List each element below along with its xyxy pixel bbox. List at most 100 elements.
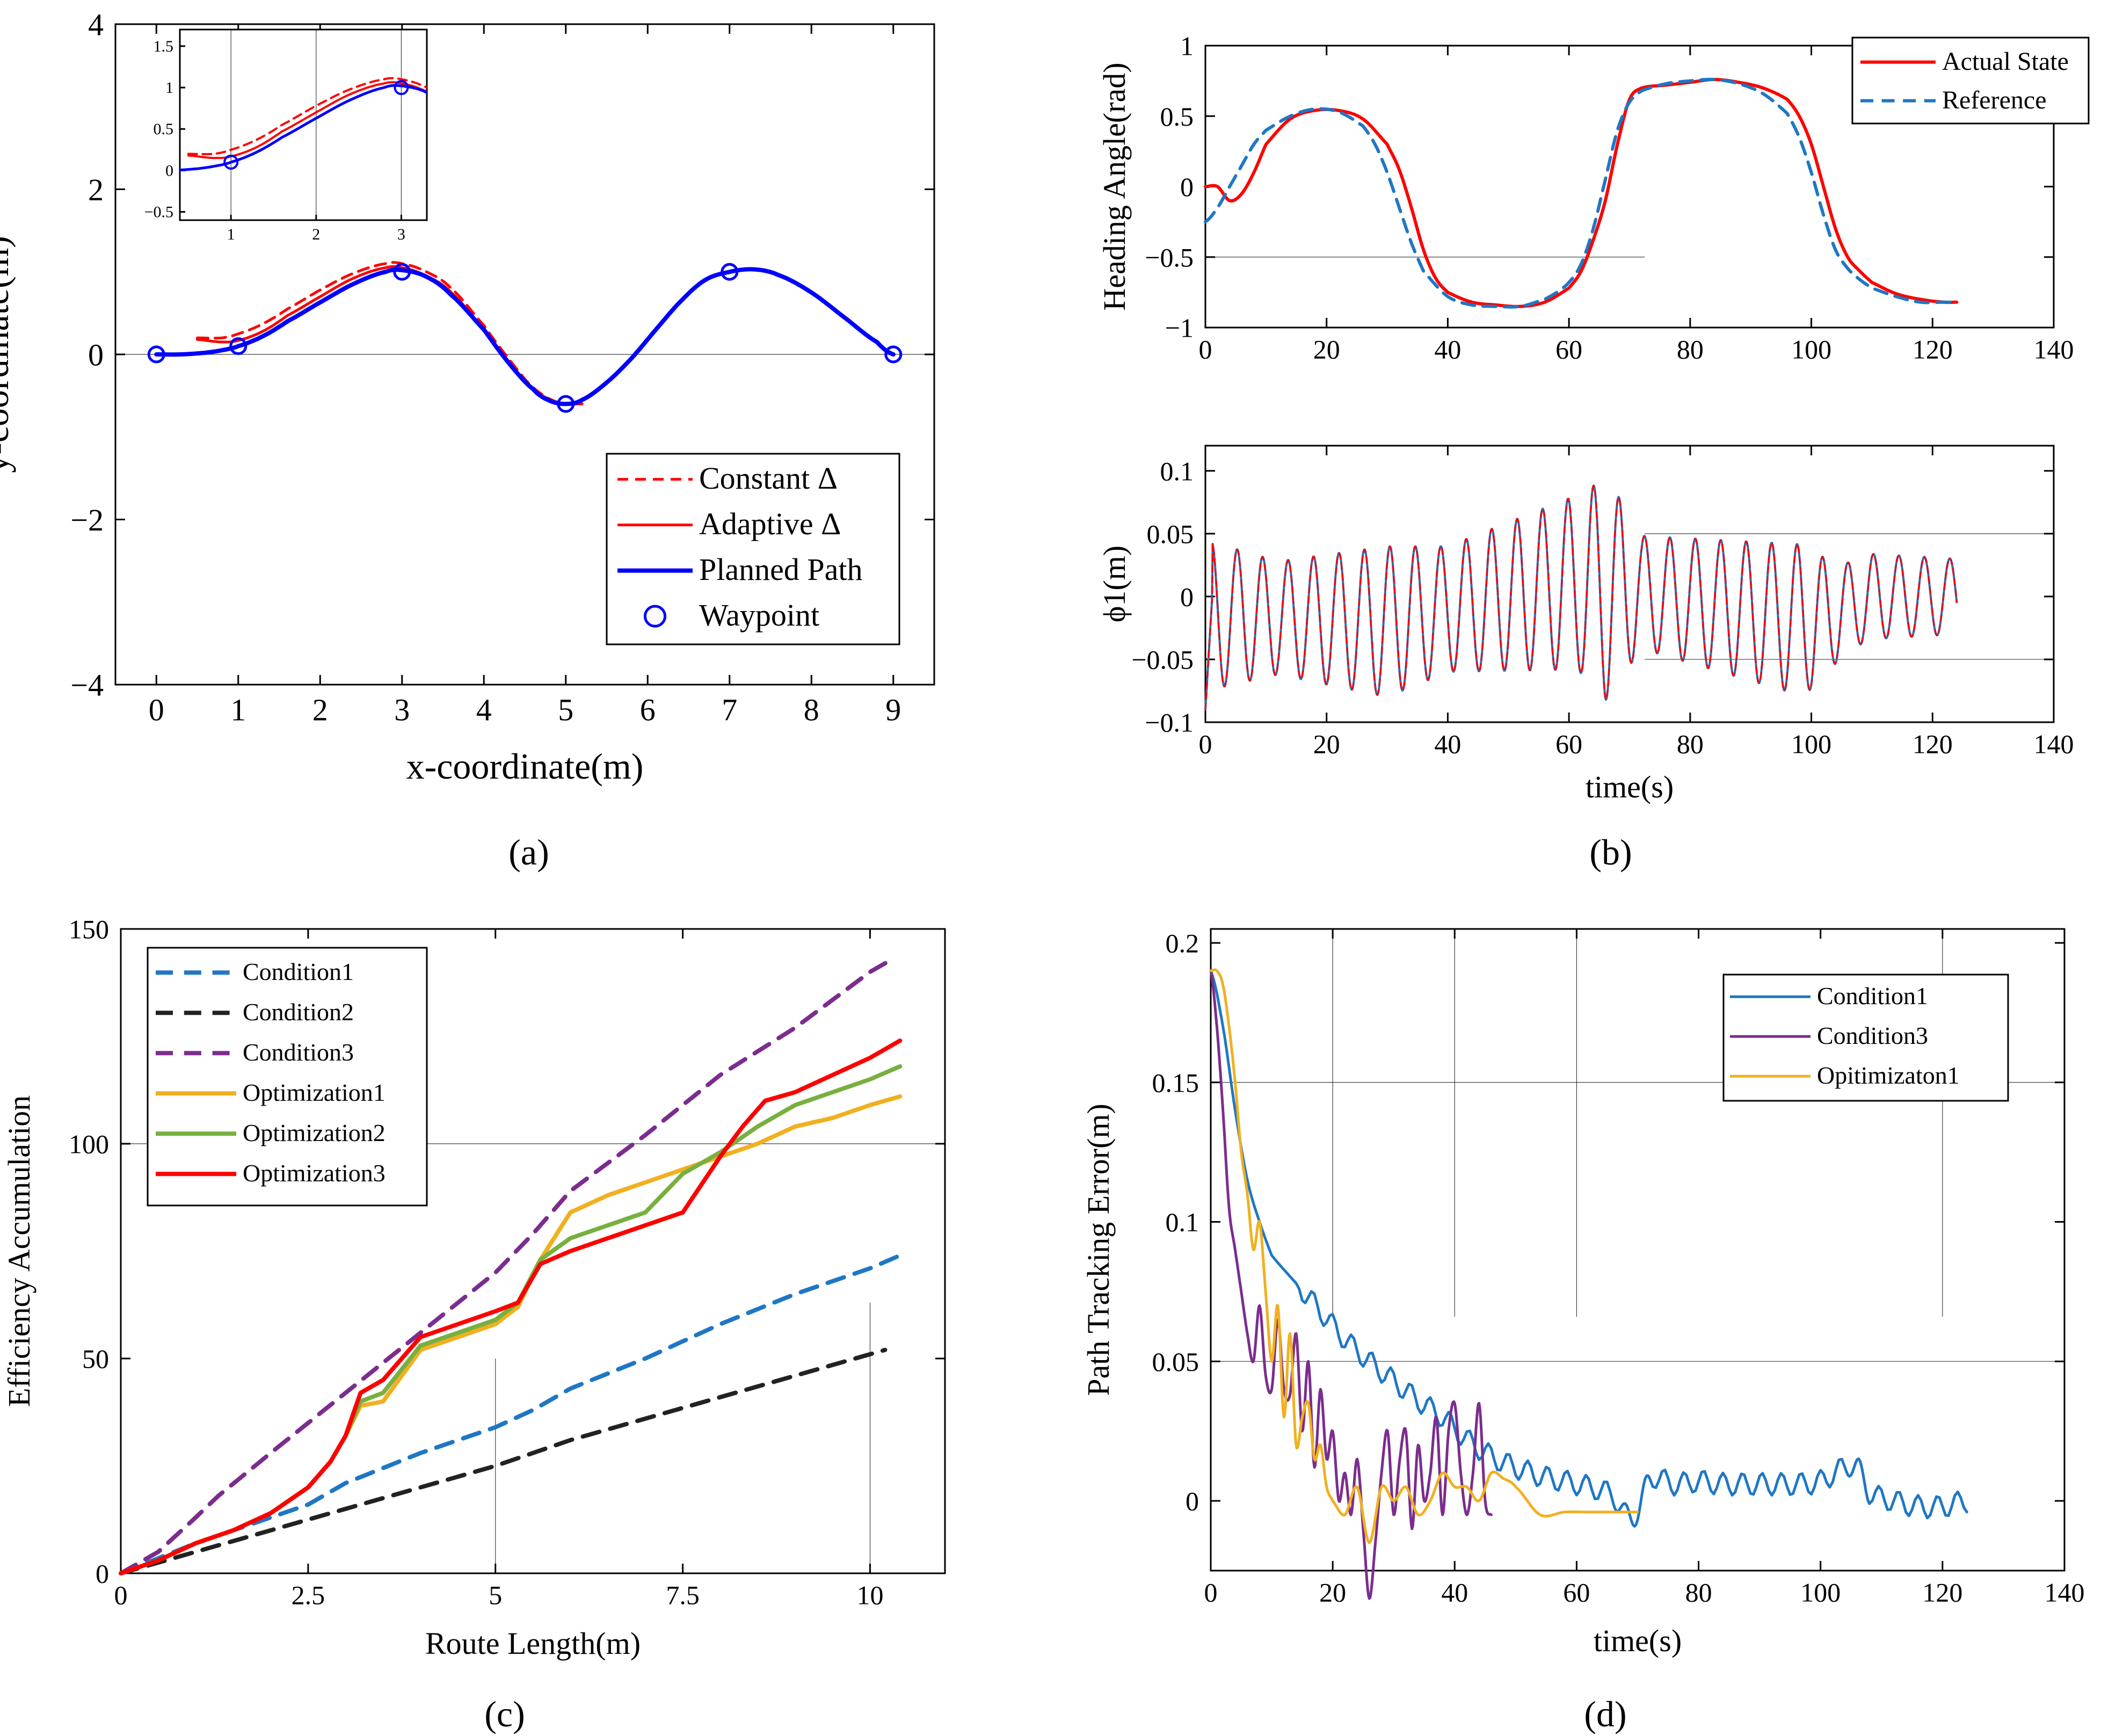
panel-b-bottom: 0 20 40 60 80 100 120 140 −0.1 −0.05 0 0.05 0.1 time(…	[1097, 445, 2074, 804]
x-tick-label: 7	[722, 693, 737, 728]
x-tick-label: 7.5	[666, 1580, 700, 1610]
x-tick-label: 8	[804, 693, 819, 728]
legend-label: Condition2	[243, 998, 354, 1026]
x-tick-label: 10	[856, 1580, 883, 1610]
y-tick-label: 0.05	[1147, 519, 1194, 549]
inset-waypoint-marker	[394, 80, 409, 96]
inset-series-line	[187, 81, 427, 159]
inset-x-tick-label: 1	[227, 226, 235, 243]
y-tick-label: −4	[70, 667, 104, 702]
y-tick-label: 0.5	[1160, 101, 1194, 132]
legend-label: Waypoint	[699, 598, 819, 633]
series-line	[119, 1348, 888, 1575]
legend-label: Condition3	[243, 1038, 354, 1066]
y-axis-label: y-coordinate(m)	[0, 236, 16, 473]
legend-label: Reference	[1942, 86, 2047, 114]
plot-frame	[1210, 928, 2066, 1572]
x-tick-label: 120	[1922, 1578, 1962, 1608]
y-tick-label: 0.05	[1152, 1347, 1199, 1377]
waypoint-marker	[229, 337, 248, 355]
y-tick-label: 150	[69, 914, 109, 945]
series-line	[1209, 968, 1639, 1544]
legend-label: Condition1	[243, 958, 354, 985]
series-line	[1204, 77, 1959, 309]
y-tick-label: 4	[88, 7, 104, 42]
series-line	[119, 1253, 903, 1575]
x-tick-label: 60	[1563, 1578, 1590, 1608]
legend-marker	[643, 605, 667, 628]
legend-label: Condition3	[1817, 1022, 1928, 1049]
x-axis-label: time(s)	[1594, 1623, 1682, 1658]
x-tick-label: 6	[640, 693, 656, 728]
legend-box	[606, 453, 900, 645]
panel-label-b: (b)	[1589, 832, 1632, 873]
y-tick-label: 0.15	[1152, 1067, 1199, 1098]
x-tick-label: 2.5	[292, 1580, 325, 1610]
legend-label: Optimization3	[243, 1159, 386, 1187]
x-tick-label: 40	[1434, 729, 1461, 759]
series-line	[154, 267, 896, 406]
y-tick-label: 100	[69, 1129, 109, 1159]
panel-label-d: (d)	[1584, 1694, 1626, 1734]
x-tick-label: 100	[1791, 335, 1831, 365]
panel-a: 0 1 2 3 4 5 6 7 8 9 −4 −2 0 2 4 x-coordinate(m) y-coordi…	[0, 7, 935, 787]
x-tick-label: 3	[394, 693, 410, 728]
waypoint-marker	[147, 345, 165, 364]
y-tick-label: −2	[70, 503, 104, 537]
inset-x-tick-label: 3	[397, 226, 405, 243]
x-tick-label: 5	[558, 693, 573, 728]
inset-waypoint-marker	[223, 154, 239, 170]
legend-label: Actual State	[1942, 47, 2069, 76]
series-line	[119, 1038, 903, 1575]
x-tick-label: 5	[489, 1580, 502, 1610]
legend-box	[1851, 37, 2090, 125]
x-tick-label: 2	[312, 693, 328, 728]
x-tick-label: 20	[1313, 729, 1340, 759]
x-axis-label: time(s)	[1586, 769, 1674, 804]
x-tick-label: 0	[149, 693, 164, 728]
inset-series-line	[187, 77, 427, 156]
inset-series-line	[180, 84, 427, 172]
plot-frame	[1204, 445, 2055, 723]
legend-label: Optimization1	[243, 1079, 386, 1106]
series-line-actual	[1204, 484, 1958, 711]
y-tick-label: 0.1	[1160, 456, 1194, 486]
y-tick-label: 0.1	[1166, 1207, 1199, 1237]
inset: 1 2 3 −0.5 0 0.5 1 1.5	[144, 28, 428, 243]
x-tick-label: 40	[1434, 335, 1461, 365]
y-tick-label: 50	[82, 1344, 109, 1374]
x-tick-label: 40	[1441, 1578, 1468, 1608]
x-tick-label: 80	[1677, 335, 1704, 365]
x-tick-label: 120	[1913, 729, 1953, 759]
y-tick-label: −0.5	[1145, 242, 1194, 272]
panel-label-c: (c)	[484, 1694, 525, 1734]
legend-label: Optimization2	[243, 1119, 386, 1146]
panel-b-top: 0 20 40 60 80 100 120 140 −1 −0.5 0 0.5 1 Heading Ang…	[1097, 31, 2090, 365]
x-tick-label: 100	[1791, 729, 1831, 759]
x-tick-label: 140	[2045, 1578, 2085, 1608]
y-tick-label: 1	[1180, 31, 1194, 61]
x-tick-label: 0	[1199, 335, 1212, 365]
x-axis-label: x-coordinate(m)	[406, 746, 644, 787]
y-axis-label: Path Tracking Error(m)	[1081, 1103, 1116, 1396]
inset-frame	[179, 28, 428, 221]
x-tick-label: 20	[1319, 1578, 1346, 1608]
waypoint-marker	[884, 345, 903, 364]
y-tick-label: 0	[1180, 172, 1194, 202]
series-line	[1209, 969, 1493, 1600]
x-tick-label: 0	[1204, 1578, 1218, 1608]
panel-label-a: (a)	[508, 832, 549, 873]
waypoint-marker	[393, 263, 411, 281]
legend-label: Opitimizaton1	[1817, 1062, 1960, 1089]
legend-label: Planned Path	[699, 552, 862, 587]
x-tick-label: 60	[1555, 335, 1582, 365]
x-tick-label: 120	[1913, 335, 1953, 365]
x-tick-label: 140	[2034, 335, 2074, 365]
y-tick-label: 0	[96, 1559, 109, 1589]
series-line	[119, 957, 895, 1575]
y-tick-label: 0.2	[1166, 928, 1199, 958]
waypoint-marker	[721, 263, 739, 281]
y-tick-label: 0	[1180, 582, 1194, 612]
